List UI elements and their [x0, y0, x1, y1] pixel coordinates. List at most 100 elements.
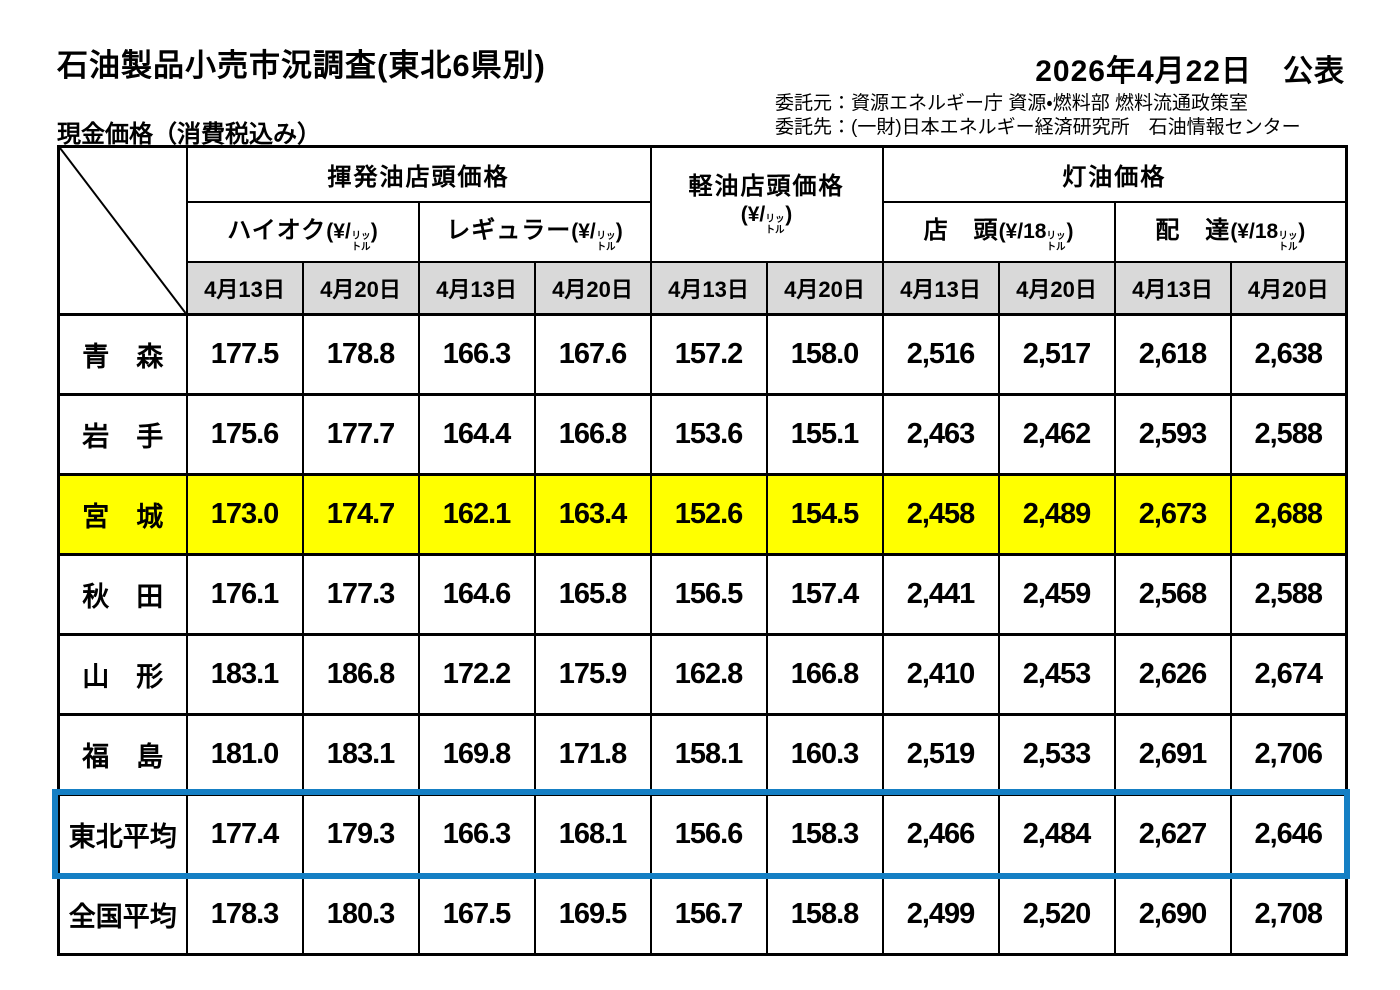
value-cell: 181.0 [185, 713, 304, 796]
row-label: 山 形 [57, 633, 188, 716]
value-cell: 153.6 [649, 393, 768, 476]
value-cell: 169.8 [417, 713, 536, 796]
value-cell: 160.3 [765, 713, 884, 796]
date-cell: 4月20日 [765, 260, 884, 316]
cash-price-note: 現金価格（消費税込み） [57, 121, 321, 148]
value-cell: 177.7 [301, 393, 420, 476]
value-cell: 2,458 [881, 473, 1000, 556]
price-table-wrapper: 揮発油店頭価格 軽油店頭価格 (¥/リッ トル) 灯油価格 ハイオク(¥/リッ トル… [52, 145, 1350, 956]
value-cell: 158.1 [649, 713, 768, 796]
row-label: 全国平均 [57, 873, 188, 956]
value-cell: 173.0 [185, 473, 304, 556]
value-cell: 152.6 [649, 473, 768, 556]
date-cell: 4月20日 [997, 260, 1116, 316]
page-title: 石油製品小売市況調査(東北6県別) [57, 48, 546, 83]
value-cell: 175.6 [185, 393, 304, 476]
row-label: 秋 田 [57, 553, 188, 636]
subheader-delivery: 配 達(¥/18 リッ トル) [1113, 200, 1348, 263]
value-cell: 2,466 [881, 793, 1000, 876]
table-row: 岩 手 175.6 177.7 164.4 166.8 153.6 155.1 2,463 2,… [57, 393, 1348, 476]
value-cell: 156.7 [649, 873, 768, 956]
value-cell: 2,706 [1229, 713, 1348, 796]
value-cell: 2,453 [997, 633, 1116, 716]
liter-stack: リッ トル [765, 214, 785, 236]
table-row: 秋 田 176.1 177.3 164.6 165.8 156.5 157.4 2,441 2,… [57, 553, 1348, 636]
value-cell: 2,690 [1113, 873, 1232, 956]
group-diesel: 軽油店頭価格 (¥/リッ トル) [649, 145, 884, 263]
table-row: 東北平均 177.4 179.3 166.3 168.1 156.6 158.3 2,466 2… [57, 793, 1348, 876]
header-row-products: ハイオク(¥/リッ トル) レギュラー(¥/リッ トル) 店 頭(¥/18 リッ トル)… [59, 200, 1348, 263]
date-cell: 4月20日 [533, 260, 652, 316]
row-label: 青 森 [57, 313, 188, 396]
value-cell: 183.1 [185, 633, 304, 716]
value-cell: 166.8 [765, 633, 884, 716]
value-cell: 2,462 [997, 393, 1116, 476]
value-cell: 167.6 [533, 313, 652, 396]
value-cell: 157.2 [649, 313, 768, 396]
value-cell: 2,638 [1229, 313, 1348, 396]
value-cell: 2,588 [1229, 553, 1348, 636]
value-cell: 183.1 [301, 713, 420, 796]
value-cell: 178.8 [301, 313, 420, 396]
row-label: 岩 手 [57, 393, 188, 476]
subheader-premium: ハイオク(¥/リッ トル) [185, 200, 420, 263]
credit-lines: 委託元：資源エネルギー庁 資源・燃料部 燃料流通政策室 委託先：(一財)日本エネ… [775, 92, 1301, 140]
value-cell: 2,459 [997, 553, 1116, 636]
value-cell: 158.0 [765, 313, 884, 396]
value-cell: 158.8 [765, 873, 884, 956]
value-cell: 166.8 [533, 393, 652, 476]
value-cell: 2,489 [997, 473, 1116, 556]
value-cell: 186.8 [301, 633, 420, 716]
credit-line-1: 委託元：資源エネルギー庁 資源・燃料部 燃料流通政策室 [775, 93, 1249, 114]
value-cell: 2,441 [881, 553, 1000, 636]
row-label: 福 島 [57, 713, 188, 796]
liter-stack: リッ トル [1278, 231, 1298, 253]
value-cell: 162.1 [417, 473, 536, 556]
value-cell: 155.1 [765, 393, 884, 476]
value-cell: 176.1 [185, 553, 304, 636]
diagonal-line [60, 148, 186, 313]
liter-stack: リッ トル [351, 231, 371, 253]
value-cell: 2,646 [1229, 793, 1348, 876]
value-cell: 2,618 [1113, 313, 1232, 396]
value-cell: 166.3 [417, 313, 536, 396]
date-cell: 4月20日 [301, 260, 420, 316]
table-row: 宮 城 173.0 174.7 162.1 163.4 152.6 154.5 2,458 2,… [57, 473, 1348, 556]
value-cell: 163.4 [533, 473, 652, 556]
value-cell: 2,708 [1229, 873, 1348, 956]
value-cell: 2,627 [1113, 793, 1232, 876]
value-cell: 2,568 [1113, 553, 1232, 636]
date-cell: 4月13日 [185, 260, 304, 316]
row-label: 宮 城 [57, 473, 188, 556]
table-row: 福 島 181.0 183.1 169.8 171.8 158.1 160.3 2,519 2,… [57, 713, 1348, 796]
date-cell: 4月20日 [1229, 260, 1348, 316]
value-cell: 178.3 [185, 873, 304, 956]
corner-diagonal-cell [57, 145, 188, 316]
value-cell: 169.5 [533, 873, 652, 956]
value-cell: 2,499 [881, 873, 1000, 956]
value-cell: 174.7 [301, 473, 420, 556]
group-gasoline: 揮発油店頭価格 [185, 145, 652, 203]
table-row: 山 形 183.1 186.8 172.2 175.9 162.8 166.8 2,410 2,… [57, 633, 1348, 716]
value-cell: 2,588 [1229, 393, 1348, 476]
subheader-regular: レギュラー(¥/リッ トル) [417, 200, 652, 263]
value-cell: 2,688 [1229, 473, 1348, 556]
value-cell: 165.8 [533, 553, 652, 636]
value-cell: 2,674 [1229, 633, 1348, 716]
value-cell: 2,516 [881, 313, 1000, 396]
value-cell: 171.8 [533, 713, 652, 796]
value-cell: 180.3 [301, 873, 420, 956]
value-cell: 157.4 [765, 553, 884, 636]
value-cell: 158.3 [765, 793, 884, 876]
header-row-dates: 4月13日 4月20日 4月13日 4月20日 4月13日 4月20日 4月13日 4月20日… [59, 260, 1348, 316]
value-cell: 172.2 [417, 633, 536, 716]
price-table: 揮発油店頭価格 軽油店頭価格 (¥/リッ トル) 灯油価格 ハイオク(¥/リッ トル… [57, 145, 1348, 956]
subheader-storefront: 店 頭(¥/18 リッ トル) [881, 200, 1116, 263]
value-cell: 2,593 [1113, 393, 1232, 476]
row-label: 東北平均 [57, 793, 188, 876]
value-cell: 156.5 [649, 553, 768, 636]
value-cell: 2,533 [997, 713, 1116, 796]
value-cell: 2,517 [997, 313, 1116, 396]
value-cell: 156.6 [649, 793, 768, 876]
